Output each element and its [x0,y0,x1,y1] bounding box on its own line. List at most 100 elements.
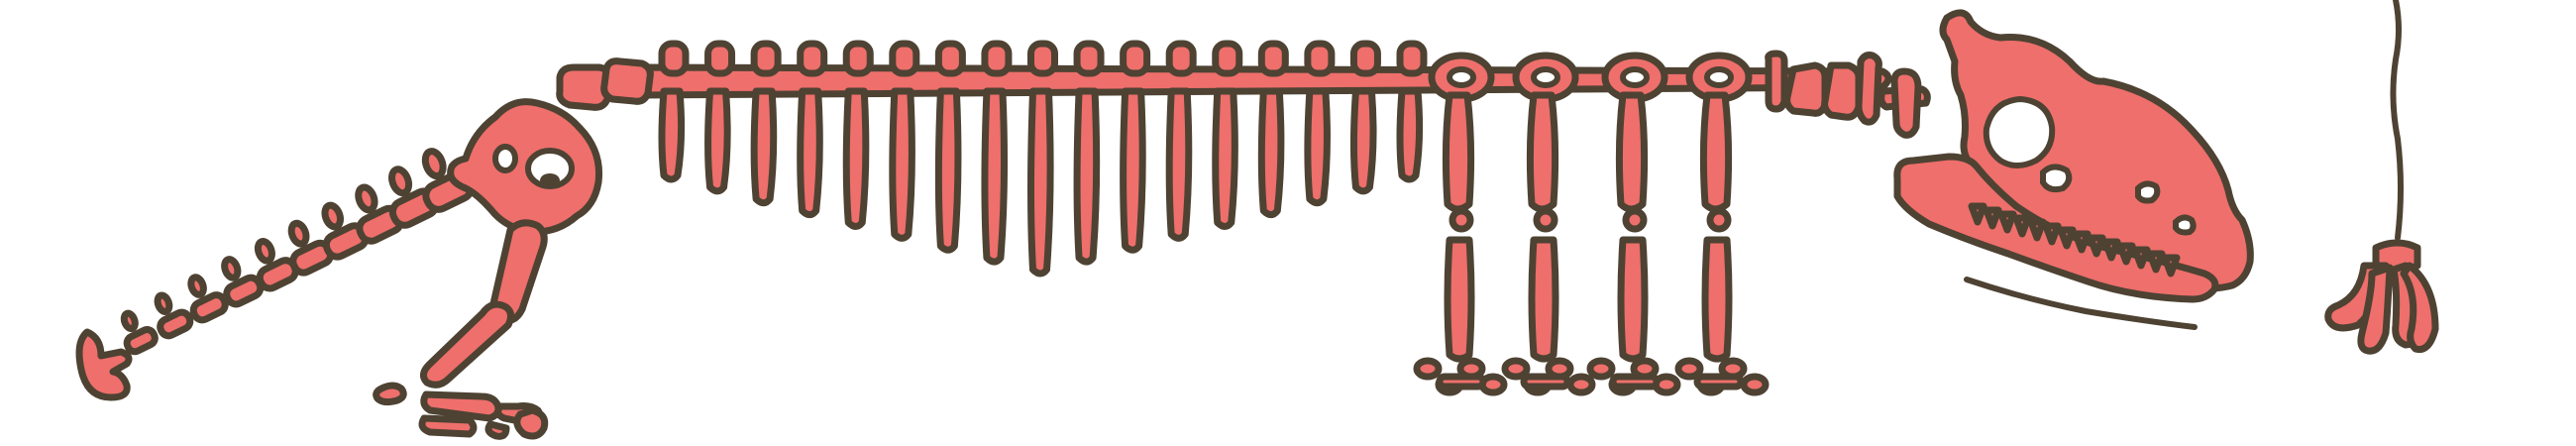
knee-joint [1449,207,1474,233]
vertebra-cap [750,40,782,77]
neck-bone-4 [1855,52,1882,126]
nasal-hole-1 [2040,164,2073,193]
tail-vertebrae-group [120,148,476,356]
foot-claw [1566,373,1596,396]
tooth [2101,238,2121,262]
hip-joint [540,173,560,187]
lower-leg-bone [1701,236,1733,363]
neck-bone-6 [1890,67,1922,139]
rib [704,87,731,195]
neck-vertebra-2 [600,57,654,105]
vertebra-cap [1349,40,1381,77]
tooth [2072,230,2092,254]
neck-bone-1 [1765,50,1788,113]
vertebra-caps-group [658,40,1428,77]
hip-hole [492,144,518,173]
knee-joint [1706,207,1732,233]
tail-tip-bone [75,328,133,401]
tooth [2146,250,2166,274]
vertebra-cap [1165,40,1197,77]
teeth-group [1968,202,2181,278]
lower-leg-bone [1444,236,1475,363]
hind-claw-1 [513,406,549,440]
vertebra-cap [1396,40,1428,77]
shoulder-socket [1531,66,1560,88]
hind-foot-bone [420,390,502,422]
foot-claw [1586,357,1616,381]
mop-strand-4 [2400,262,2439,354]
rib [1165,87,1193,242]
ribs-group [658,87,1424,278]
front-legs-group [1413,52,1770,396]
rib [1257,87,1285,219]
neck-bone-2 [1783,61,1829,117]
hind-toe-1 [373,382,407,406]
rib [1304,87,1331,207]
knee-joint [1622,207,1648,233]
hind-toe-2 [418,414,478,438]
foot-claw [1413,357,1443,381]
foot-pad [1520,373,1571,390]
tail-spine-nub [287,219,310,248]
upper-leg-bone [1699,91,1733,213]
hanging-mop [2324,0,2439,355]
vertebra-cap [842,40,874,77]
rib [1349,87,1377,195]
vertebra-cap [1073,40,1105,77]
vertebra-cap [1257,40,1289,77]
knee-joint [1533,207,1558,233]
tail-spine-nub [355,183,378,214]
neck [1765,50,1931,139]
nasal-hole-3 [2173,214,2197,236]
tail [75,148,476,401]
vertebra-cap [1120,40,1151,77]
hind-leg [373,219,549,440]
shoulder-socket [1620,66,1650,88]
neck-bone-3 [1821,61,1863,121]
lower-leg-bone [1528,236,1559,363]
nasal-hole-2 [2135,180,2161,204]
tooth [2116,242,2136,266]
hind-claw-2 [484,420,510,440]
pelvis [447,98,603,236]
vertebra-cap [797,40,828,77]
upper-leg-bone [1526,91,1559,213]
tail-vertebra [189,291,229,324]
lower-leg-bone [1617,236,1649,363]
foot-claw [1674,357,1704,381]
pelvis-bone [447,98,603,236]
tooth [2042,222,2062,246]
rib [750,87,778,207]
vertebra-cap [1027,40,1058,77]
tooth [2131,246,2151,270]
tail-spine-nub [154,291,173,315]
mop-handle-line [2390,0,2404,241]
skull [1893,9,2254,330]
tooth [1997,210,2017,234]
tail-spine-nub [321,201,345,231]
foot-claw [1740,373,1770,396]
foot-pad [1436,373,1487,390]
shoulder-socket [1704,66,1734,88]
tooth [2087,234,2106,258]
tail-spine-nub [120,309,139,333]
rib [842,87,870,230]
tail-vertebra [157,308,194,340]
rib [1396,87,1424,183]
vertebra-cap [934,40,966,77]
rib [1073,87,1101,266]
tooth [2161,254,2181,278]
tail-spine-nub [388,166,413,197]
tail-spine-nub [221,256,242,281]
rib [889,87,915,242]
upper-leg-bone [1442,91,1475,213]
tail-spine-nub [421,148,447,180]
rib [1120,87,1146,254]
vertebra-cap [1304,40,1336,77]
tail-spine-nub [254,238,275,265]
rib [658,87,686,183]
eye-socket [1983,95,2056,168]
vertebra-cap [704,40,736,77]
vertebra-cap [889,40,920,77]
